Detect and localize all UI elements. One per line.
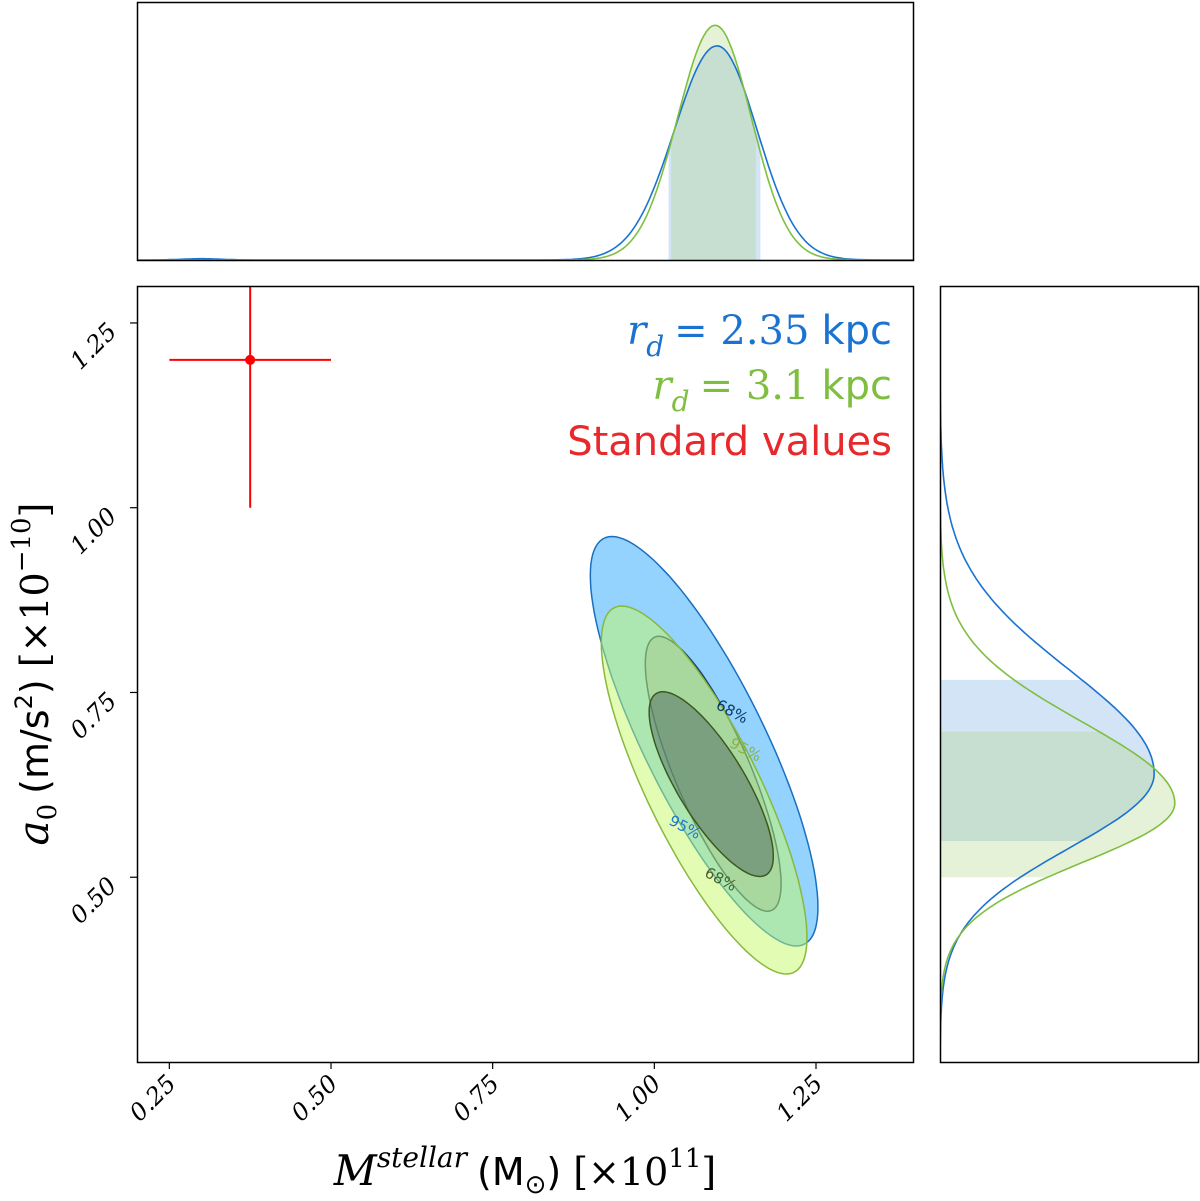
x-tick-label: 1.00 — [609, 1069, 667, 1127]
top-marginal-band-rd-3.1 — [671, 25, 756, 260]
x-axis-label: Mstellar (M⊙) [×1011] — [333, 1141, 716, 1200]
legend: rd = 2.35 kpc rd = 3.1 kpc Standard values — [567, 308, 892, 465]
right-marginal-band-rd-2.35 — [940, 679, 1155, 842]
contour-rd-3.1-68pct — [648, 690, 775, 878]
x-tick-label: 0.25 — [124, 1069, 182, 1127]
joint-panel: 95%68%95%68% — [169, 286, 819, 975]
top-marginal-band-rd-2.35 — [668, 45, 761, 260]
legend-entry-rd-3.1: rd = 3.1 kpc — [653, 363, 892, 418]
x-tick-label: 0.75 — [447, 1069, 505, 1127]
reference-point — [245, 354, 256, 365]
y-tick-label: 0.50 — [65, 872, 123, 930]
right-marginal-curve-rd-2.35 — [940, 286, 1155, 1062]
legend-entry-standard-values: Standard values — [567, 419, 892, 465]
y-axis-label: a0(m/s2)[×10−10] — [7, 503, 63, 846]
x-tick-label: 0.50 — [286, 1069, 344, 1127]
legend-entry-rd-2.35: rd = 2.35 kpc — [627, 308, 892, 363]
right-marginal-band-rd-3.1 — [940, 731, 1175, 878]
main-panel-frame — [136, 285, 915, 1064]
top-marginal-curve-rd-3.1 — [137, 24, 913, 260]
x-tick-label: 1.25 — [771, 1069, 829, 1127]
right-marginal-panel — [940, 286, 1176, 1062]
top-marginal-curve-rd-2.35 — [137, 45, 913, 260]
y-tick-label: 1.25 — [65, 317, 123, 375]
y-tick-label: 1.00 — [65, 502, 123, 560]
right-panel-frame — [939, 285, 1200, 1064]
right-marginal-curve-rd-3.1 — [940, 286, 1176, 1062]
top-panel-frame — [136, 1, 915, 262]
y-tick-label: 0.75 — [65, 687, 123, 745]
top-marginal-panel — [137, 24, 913, 260]
